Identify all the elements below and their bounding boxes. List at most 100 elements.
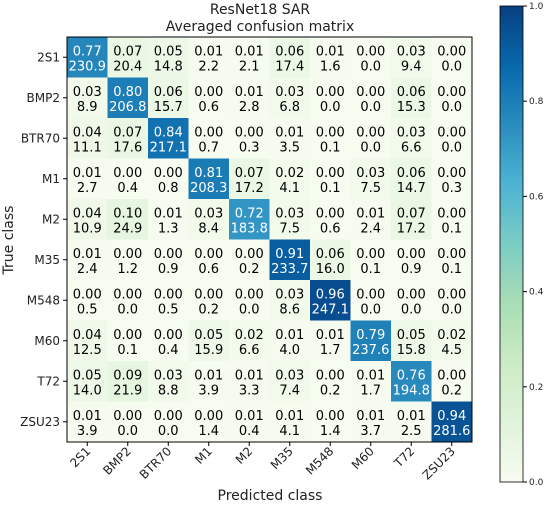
heatmap-cell [229,158,270,200]
cell-normalized-value: 0.00 [235,125,264,140]
x-tick-label: M60 [349,444,377,472]
cell-count-value: 1.7 [360,383,381,398]
cell-normalized-value: 0.72 [235,206,264,221]
cell-normalized-value: 0.04 [73,206,102,221]
heatmap-cell [431,77,473,119]
heatmap-cell [431,361,473,402]
heatmap-cell [188,239,230,281]
cell-normalized-value: 0.07 [113,125,142,140]
cell-normalized-value: 0.07 [235,166,264,181]
cell-normalized-value: 0.00 [356,287,385,302]
cell-count-value: 0.5 [158,302,179,317]
cell-count-value: 17.6 [113,140,142,155]
heatmap-cell [310,37,351,78]
cell-count-value: 0.4 [117,181,138,196]
cell-normalized-value: 0.04 [73,328,102,343]
x-tick-label: ZSU23 [420,444,458,482]
cell-normalized-value: 0.00 [113,166,142,181]
cell-count-value: 0.0 [441,100,462,115]
cell-normalized-value: 0.94 [437,409,466,424]
cell-count-value: 208.3 [190,181,227,196]
heatmap-cell [67,361,108,402]
cell-normalized-value: 0.00 [356,44,385,59]
cell-count-value: 4.0 [279,343,300,358]
heatmap-cell [431,320,473,362]
cell-normalized-value: 0.02 [275,166,304,181]
cell-count-value: 2.1 [239,59,260,74]
heatmap-cell [188,401,230,443]
cell-count-value: 3.7 [360,424,381,439]
cell-count-value: 4.5 [441,343,462,358]
cell-count-value: 3.9 [77,424,98,439]
cell-count-value: 0.8 [158,181,179,196]
cell-normalized-value: 0.03 [275,85,304,100]
heatmap-cell [148,77,189,119]
cell-count-value: 4.1 [279,181,300,196]
cell-normalized-value: 0.03 [275,287,304,302]
cell-count-value: 0.2 [320,383,341,398]
cell-count-value: 6.6 [239,343,260,358]
cell-normalized-value: 0.01 [235,409,264,424]
x-tick-label: M548 [303,444,336,477]
cell-normalized-value: 0.00 [316,206,345,221]
cell-normalized-value: 0.03 [154,368,183,383]
cell-normalized-value: 0.01 [356,368,385,383]
cell-count-value: 21.9 [113,383,142,398]
cell-count-value: 0.0 [360,59,381,74]
heatmap-cell [431,239,473,281]
cell-normalized-value: 0.01 [73,166,102,181]
cell-count-value: 0.3 [441,181,462,196]
cell-normalized-value: 0.03 [397,44,426,59]
heatmap-cell [391,118,432,159]
cell-count-value: 0.0 [360,302,381,317]
heatmap-cell [148,361,189,402]
cell-normalized-value: 0.00 [73,287,102,302]
heatmap-cell [391,320,432,362]
cell-normalized-value: 0.00 [316,125,345,140]
cell-count-value: 0.0 [441,140,462,155]
x-tick-label: BTR70 [137,444,175,482]
cell-count-value: 9.4 [401,59,422,74]
x-tick-label: 2S1 [67,444,93,470]
cell-count-value: 11.1 [73,140,102,155]
cell-count-value: 230.9 [69,59,106,74]
cell-count-value: 17.2 [397,221,426,236]
cell-count-value: 0.0 [117,302,138,317]
cell-normalized-value: 0.00 [437,368,466,383]
cell-normalized-value: 0.00 [113,287,142,302]
y-tick-label: T72 [36,374,60,388]
cell-count-value: 7.5 [360,181,381,196]
heatmap-cell [391,361,432,402]
cell-count-value: 0.0 [320,100,341,115]
cell-count-value: 0.2 [239,262,260,277]
cell-normalized-value: 0.01 [316,328,345,343]
heatmap-cell [391,401,432,443]
cell-count-value: 3.5 [279,140,300,155]
cell-normalized-value: 0.00 [194,85,223,100]
cell-count-value: 1.3 [158,221,179,236]
cell-count-value: 8.8 [158,383,179,398]
heatmap-cell [67,401,108,443]
heatmap-cell [431,37,473,78]
y-tick-label: M35 [34,253,60,267]
cell-normalized-value: 0.00 [316,85,345,100]
cell-normalized-value: 0.00 [397,247,426,262]
cell-normalized-value: 0.01 [275,409,304,424]
cell-normalized-value: 0.10 [113,206,142,221]
cell-normalized-value: 0.81 [194,166,223,181]
cell-count-value: 237.6 [352,343,389,358]
heatmap-cell [188,280,230,321]
heatmap-cell [350,239,392,281]
cell-normalized-value: 0.00 [437,44,466,59]
cell-count-value: 0.2 [441,383,462,398]
y-tick-label: BTR70 [21,131,60,145]
heatmap-cell [188,199,230,240]
cell-count-value: 0.1 [441,262,462,277]
cell-count-value: 1.4 [198,424,219,439]
cell-count-value: 2.4 [360,221,381,236]
cell-count-value: 3.3 [239,383,260,398]
cell-count-value: 0.0 [401,302,422,317]
cell-count-value: 233.7 [271,262,308,277]
cell-count-value: 20.4 [113,59,142,74]
chart-title: ResNet18 SAR [210,2,311,18]
